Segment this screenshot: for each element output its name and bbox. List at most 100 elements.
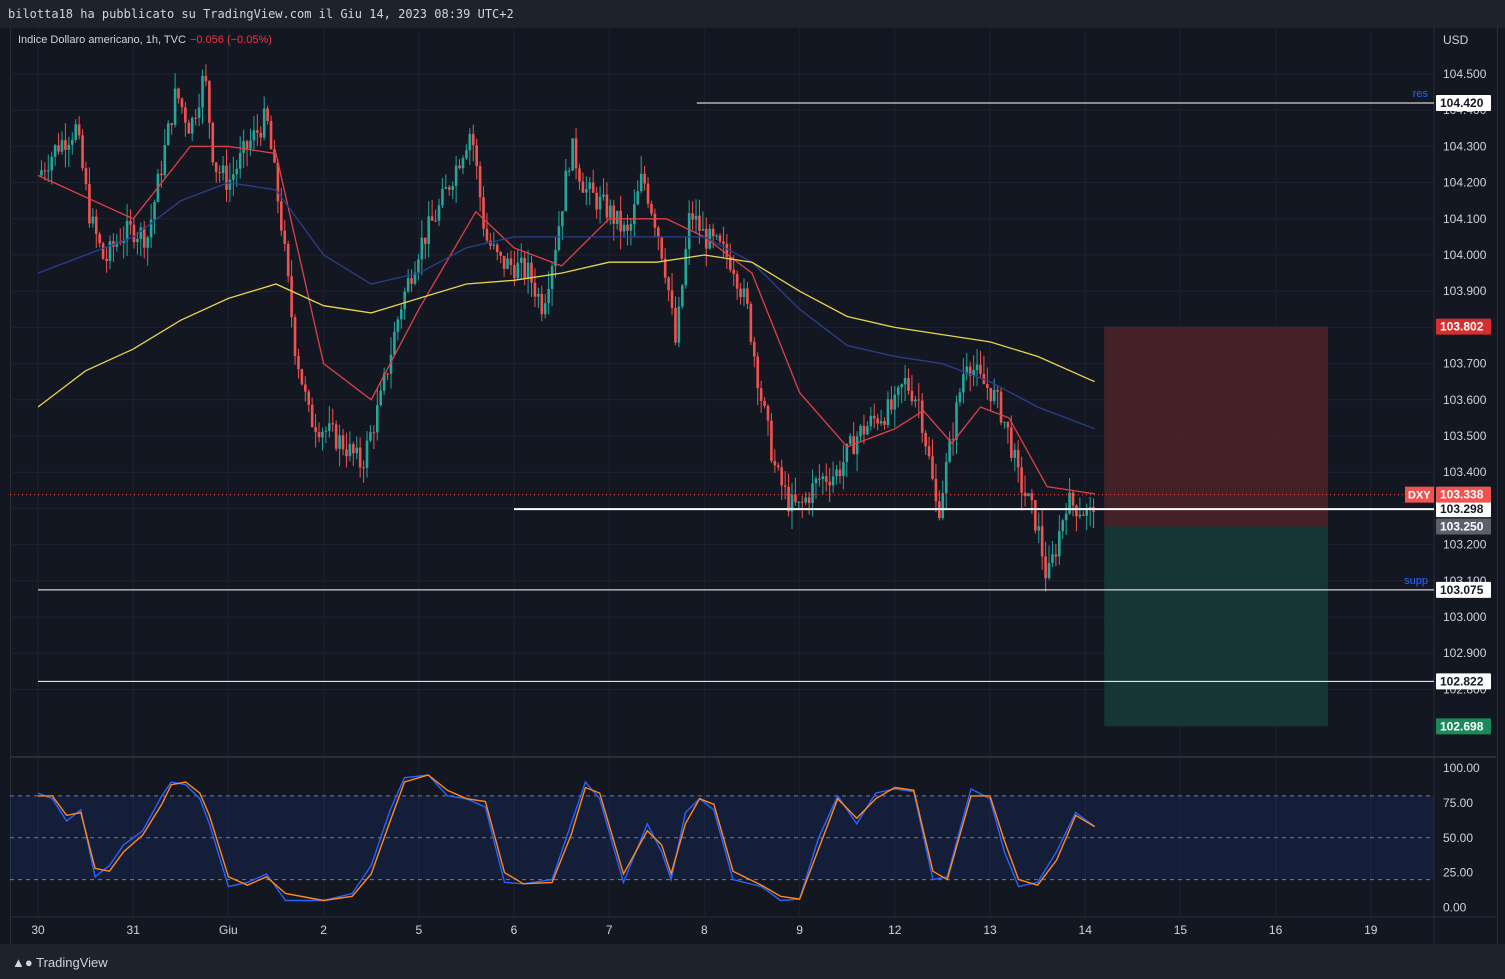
time-tick-label: 12: [888, 923, 902, 937]
bullish-candle: [588, 182, 592, 190]
bearish-candle: [533, 282, 537, 297]
bearish-candle: [999, 391, 1003, 423]
level-tag: supp: [1404, 575, 1428, 587]
bullish-candle: [677, 306, 681, 343]
bullish-candle: [564, 170, 568, 212]
publisher-text: bilotta18 ha pubblicato su TradingView.c…: [8, 7, 514, 21]
bearish-candle: [657, 227, 660, 238]
bearish-candle: [530, 262, 533, 283]
bearish-candle: [300, 369, 304, 385]
bearish-candle: [934, 478, 938, 502]
level-price-badge-bg: [1436, 673, 1491, 690]
bearish-candle: [98, 234, 101, 244]
symbol-legend: Indice Dollaro americano, 1h, TVC: [18, 34, 186, 46]
last-price-badge-bg: [1436, 486, 1491, 503]
bearish-candle: [341, 435, 345, 450]
bullish-candle: [393, 331, 396, 355]
bearish-candle: [759, 388, 763, 402]
bearish-candle: [372, 432, 376, 434]
bearish-candle: [194, 117, 197, 119]
bearish-candle: [478, 165, 482, 198]
bullish-candle: [821, 476, 825, 480]
bearish-candle: [273, 149, 276, 163]
chart-legend: Indice Dollaro americano, 1h, TVC −0.056 …: [18, 34, 272, 46]
take-profit-zone: [1104, 526, 1328, 727]
bullish-candle: [893, 394, 897, 410]
bearish-candle: [269, 121, 273, 150]
bullish-candle: [561, 211, 564, 227]
bearish-candle: [471, 133, 475, 146]
bullish-candle: [46, 170, 50, 172]
bearish-candle: [358, 447, 362, 468]
bearish-candle: [170, 123, 173, 125]
bullish-candle: [427, 216, 431, 244]
price-tick-label: 103.400: [1443, 465, 1487, 479]
bearish-candle: [828, 481, 831, 486]
bullish-candle: [201, 75, 204, 108]
bullish-candle: [444, 187, 448, 189]
bullish-candle: [859, 425, 862, 437]
bullish-candle: [941, 493, 945, 519]
bearish-candle: [776, 465, 780, 468]
bearish-candle: [101, 243, 105, 259]
bearish-candle: [653, 213, 657, 228]
target-price-badge-bg: [1436, 718, 1491, 735]
bearish-candle: [225, 165, 228, 190]
time-tick-label: Giu: [219, 923, 238, 937]
bullish-candle: [70, 139, 74, 145]
bullish-candle: [1027, 493, 1030, 497]
bullish-candle: [903, 378, 907, 385]
bullish-candle: [139, 227, 143, 240]
bullish-candle: [1037, 526, 1041, 531]
bullish-candle: [1051, 554, 1054, 563]
bearish-candle: [787, 486, 790, 512]
bearish-candle: [581, 181, 585, 193]
bearish-candle: [670, 290, 674, 308]
level-price-badge-bg: [1436, 581, 1491, 598]
bearish-candle: [276, 162, 280, 202]
bullish-candle: [67, 144, 71, 150]
bearish-candle: [574, 138, 578, 169]
bullish-candle: [855, 436, 859, 455]
price-tick-label: 104.300: [1443, 139, 1487, 153]
bearish-candle: [286, 243, 290, 277]
price-tick-label: 104.200: [1443, 176, 1487, 190]
bullish-candle: [602, 194, 605, 197]
bearish-candle: [475, 145, 478, 166]
bullish-candle: [252, 130, 256, 141]
bearish-candle: [917, 399, 921, 401]
bearish-candle: [667, 277, 670, 291]
bullish-candle: [232, 174, 235, 180]
bearish-candle: [314, 427, 317, 433]
time-tick-label: 14: [1079, 923, 1093, 937]
bearish-candle: [852, 436, 855, 455]
bearish-candle: [979, 364, 982, 374]
bullish-candle: [900, 384, 903, 388]
bearish-candle: [907, 378, 910, 391]
bullish-candle: [585, 189, 588, 193]
bullish-candle: [1047, 562, 1051, 579]
bearish-candle: [800, 501, 804, 503]
bearish-candle: [883, 421, 886, 425]
bullish-candle: [615, 210, 619, 224]
target-price-badge: 102.698: [1440, 719, 1484, 733]
bullish-candle: [869, 415, 873, 427]
bearish-candle: [862, 425, 866, 435]
stop-price-badge: 103.802: [1440, 320, 1484, 334]
bearish-candle: [160, 173, 163, 176]
bearish-candle: [728, 256, 732, 270]
bearish-candle: [718, 235, 722, 242]
symbol-badge: DXY: [1408, 490, 1431, 502]
bearish-candle: [1040, 526, 1044, 557]
bearish-candle: [578, 168, 581, 182]
bullish-candle: [382, 373, 386, 391]
entry-price-badge: 103.250: [1440, 520, 1484, 534]
tradingview-logo[interactable]: ▲● TradingView: [12, 955, 108, 970]
time-tick-label: 30: [31, 923, 45, 937]
last-price-badge: 103.338: [1440, 488, 1484, 502]
time-tick-label: 16: [1269, 923, 1283, 937]
bearish-candle: [81, 135, 84, 169]
level-price-badge-bg: [1436, 501, 1491, 518]
bearish-candle: [482, 197, 485, 229]
